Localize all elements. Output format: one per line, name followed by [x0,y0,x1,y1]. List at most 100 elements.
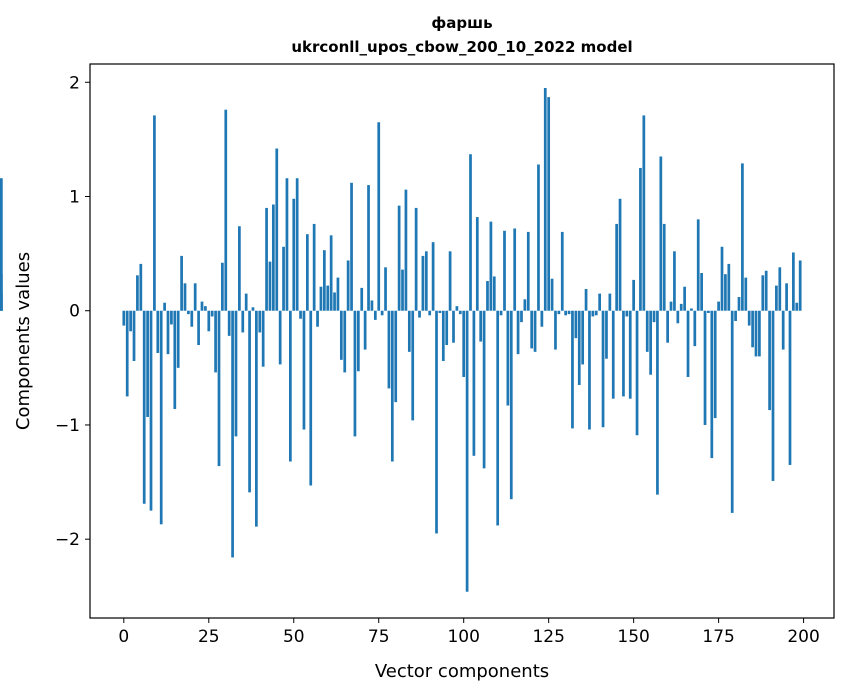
bar [255,310,258,527]
bar [146,310,149,417]
bar [669,301,673,311]
bar [581,310,585,365]
bar [390,310,394,462]
bar [418,310,421,318]
y-tick-label: 0 [69,302,80,322]
bar [241,310,245,333]
bar [608,293,612,311]
bar [642,115,646,311]
bar [591,310,595,317]
bar [207,310,211,332]
bar [639,167,642,311]
bar [768,310,771,411]
bar [173,310,177,409]
bar [455,306,459,311]
x-tick-label: 200 [787,627,819,647]
bar [533,310,537,352]
y-tick-label: −2 [55,530,80,550]
bar [319,286,323,311]
bar [272,204,275,311]
bar [377,122,381,311]
bar [744,277,748,311]
bar [312,223,316,311]
y-tick-label: −1 [55,416,80,436]
bar [720,246,724,311]
bar [482,310,486,469]
bar [149,310,153,511]
bar-series [0,87,802,592]
bar [611,310,615,399]
bar [724,274,727,311]
bar [727,263,731,311]
x-tick-label: 75 [368,627,390,647]
bar [452,310,455,343]
bar [625,310,629,317]
bar [170,310,173,325]
bar [394,310,398,403]
bar [302,310,306,430]
x-tick-label: 50 [283,627,305,647]
bar [346,260,350,311]
bar [710,310,714,459]
y-axis-ticks: −2 −1 0 1 2 [55,73,90,550]
bar [204,306,207,311]
bar [428,310,432,316]
bar [659,156,663,311]
bar [605,310,608,359]
bar [635,310,639,436]
bar [404,189,408,311]
bar [268,261,272,311]
bar [261,310,265,367]
x-tick-label: 0 [118,627,129,647]
bar [275,148,279,311]
x-axis-ticks: 0 25 50 75 100 125 150 175 200 [118,618,820,647]
bar [163,302,166,311]
bar [244,293,248,311]
bar [781,310,785,350]
bar [193,283,197,311]
bar [567,310,571,315]
bar [336,277,340,311]
x-tick-label: 25 [198,627,220,647]
bar [737,297,741,311]
bar [506,310,510,406]
bar [309,310,313,486]
bar [486,281,489,311]
bar [299,310,302,319]
bar [221,262,224,311]
bar [540,310,544,327]
bar [622,310,625,397]
bar [384,267,387,311]
bar [554,310,557,350]
bar [214,310,217,373]
bar [197,310,200,345]
bar [475,217,479,311]
x-tick-label: 150 [617,627,649,647]
bar [0,178,3,311]
bar [754,310,758,357]
bar [649,310,652,375]
y-axis-label: Components values [13,252,34,430]
bar [407,310,411,352]
bar [424,251,428,311]
bar [153,115,156,311]
bar [139,263,143,311]
bar [234,310,238,437]
bar [598,293,602,311]
bar [458,310,462,315]
bar [645,310,649,352]
bar [547,97,551,311]
bar [537,164,540,311]
bar [322,250,326,311]
bar [227,310,231,336]
bar [577,310,581,385]
bar [431,242,435,311]
bar [778,267,782,311]
bar [265,207,268,311]
bar [353,310,357,437]
bar [180,255,183,311]
x-axis-label: Vector components [375,661,549,682]
bar [785,283,788,311]
bar [734,310,737,322]
bar [289,310,292,462]
